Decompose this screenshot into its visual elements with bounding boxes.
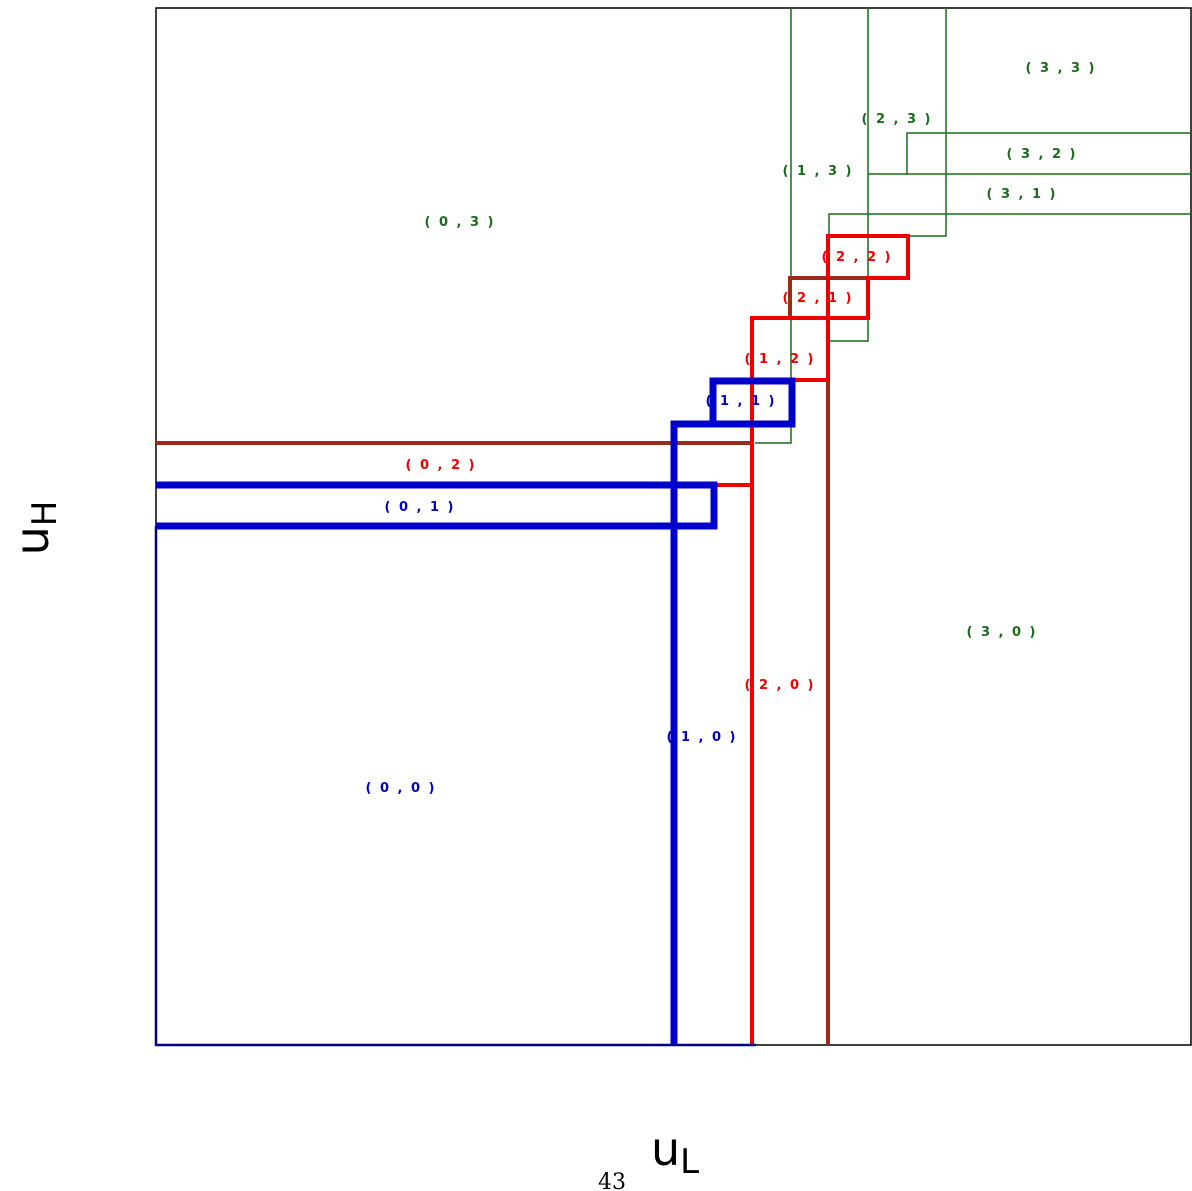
region-label-1-2: ( 1 , 2 ) (744, 352, 815, 367)
green-boundary-col-946 (908, 8, 947, 237)
region-label-0-3: ( 0 , 3 ) (424, 215, 495, 230)
y-axis-label: uH (5, 501, 65, 556)
green-boundaries (755, 8, 1191, 444)
x-axis-label: uL (651, 1122, 699, 1182)
blue-boundary-1-0 (670, 377, 796, 1045)
svg-text:uH: uH (5, 501, 65, 556)
region-label-3-3: ( 3 , 3 ) (1025, 61, 1096, 76)
region-label-2-3: ( 2 , 3 ) (861, 112, 932, 127)
region-label-0-2: ( 0 , 2 ) (405, 458, 476, 473)
y-axis-sub: H (25, 501, 65, 527)
blue-boundaries (156, 377, 796, 1045)
region-label-2-0: ( 2 , 0 ) (744, 678, 815, 693)
red-boundary-2-0 (750, 234, 910, 1045)
green-boundary-1-3 (755, 8, 792, 444)
green-boundary-3-3 (906, 132, 1191, 174)
region-label-3-2: ( 3 , 2 ) (1006, 147, 1077, 162)
blue-boundary-0-1 (156, 481, 718, 530)
x-axis-main: u (651, 1122, 680, 1176)
region-label-2-2: ( 2 , 2 ) (821, 250, 892, 265)
region-label-0-1: ( 0 , 1 ) (384, 500, 455, 515)
region-label-1-0: ( 1 , 0 ) (666, 730, 737, 745)
region-label-1-3: ( 1 , 3 ) (782, 164, 853, 179)
page-number: 43 (598, 1170, 626, 1191)
region-label-0-0: ( 0 , 0 ) (365, 781, 436, 796)
green-boundary-2-3 (828, 8, 869, 342)
y-axis-main: u (5, 526, 59, 555)
region-label-3-1: ( 3 , 1 ) (986, 187, 1057, 202)
region-label-2-1: ( 2 , 1 ) (782, 291, 853, 306)
x-axis-sub: L (680, 1142, 699, 1182)
green-boundary-3-1 (828, 213, 1191, 236)
navy-boundary-0-0 (154, 526, 756, 1047)
region-label-3-0: ( 3 , 0 ) (966, 625, 1037, 640)
region-label-1-1: ( 1 , 1 ) (705, 394, 776, 409)
